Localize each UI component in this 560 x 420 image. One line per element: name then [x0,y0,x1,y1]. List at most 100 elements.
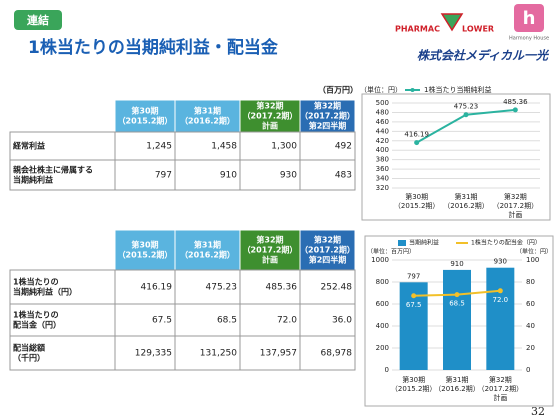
point [414,140,420,146]
logo-icon-letter: h [523,8,536,29]
y-tick-label: 0 [385,366,389,374]
header-cell [299,229,356,271]
cell-value: 930 [280,171,297,181]
header-text: （2016.2期） [180,116,235,126]
legend-label: 1株当たりの配当金（円） [471,239,541,247]
row-label: 1株当たりの [13,310,59,320]
data-label: 67.5 [406,301,422,309]
header-cell [299,99,356,133]
logo-icon [514,4,544,32]
value-cell [299,269,356,305]
x-tick-label: 第32期 [489,375,512,384]
logo-text: Harmony House [509,36,549,42]
y-tick-label: 360 [376,165,389,173]
data-label: 930 [494,258,507,266]
value-cell [174,269,241,305]
row-label: 配当金（円） [13,320,61,330]
x-tick-label: 第32期 [504,192,527,201]
y2-tick-label: 60 [526,300,535,308]
point [463,112,469,118]
y2-tick-label: 100 [526,256,539,264]
value-cell [299,131,356,161]
y2-tick-label: 20 [526,344,535,352]
y2-tick-label: 0 [526,366,530,374]
cell-value: 475.23 [206,283,238,293]
header-text: （2017.2期） [300,245,355,255]
y-tick-label: 800 [376,278,389,286]
unit-label: （単位：百万円） [367,248,415,256]
data-label: 485.36 [503,98,528,106]
logo-text: PHARMAC [395,25,440,34]
point [454,292,460,298]
y2-tick-label: 40 [526,322,535,330]
x-tick-label: 計画 [493,393,507,402]
x-tick-label: 第30期 [405,192,428,201]
value-cell [299,159,356,191]
value-cell [299,303,356,337]
unit-label: （単位：円） [516,248,552,256]
cell-value: 131,250 [200,349,237,359]
header-cell [239,229,301,271]
row-label: 配当総額 [13,343,45,353]
tag-box [14,10,62,30]
cell-value: 129,335 [135,349,172,359]
value-cell [174,335,241,371]
label-cell [9,269,116,305]
y-tick-label: 480 [376,108,389,116]
header-text: 第30期 [131,240,158,250]
point [411,293,417,299]
point [512,107,518,113]
header-text: 第2四半期 [309,255,347,265]
cell-value: 252.48 [321,283,353,293]
label-cell [9,303,116,337]
x-tick-label: （2016.2期） [443,202,489,210]
legend-label: 1株当たり当期純利益 [424,85,491,94]
header-text: （2015.2期） [118,116,173,126]
cell-value: 72.0 [277,316,297,326]
header-text: （2017.2期） [300,111,355,121]
cell-value: 483 [335,171,352,181]
bar [486,267,515,370]
legend-swatch [410,88,415,92]
value-cell [114,159,176,191]
header-cell [174,99,241,133]
header-text: （2017.2期） [243,245,298,255]
label-cell [9,335,116,371]
row-label: 当期純利益 [13,175,53,185]
y-tick-label: 440 [376,127,389,135]
header-text: 第32期 [256,101,283,111]
y-tick-label: 460 [376,118,389,126]
cell-value: 68,978 [321,349,353,359]
data-label: 68.5 [449,300,465,308]
y-tick-label: 600 [376,300,389,308]
value-cell [239,159,301,191]
data-label: 910 [450,260,463,268]
value-cell [239,131,301,161]
x-tick-label: （2015.2期） [394,202,440,210]
cell-value: 416.19 [141,283,173,293]
bar [443,269,471,370]
y-tick-label: 1000 [371,256,389,264]
header-text: 第31期 [194,240,221,250]
value-cell [174,159,241,191]
header-text: 第30期 [131,106,158,116]
y-tick-label: 420 [376,137,389,145]
value-cell [299,335,356,371]
header-text: （2017.2期） [243,111,298,121]
y-tick-label: 320 [376,184,389,192]
legend-swatch [398,240,406,246]
legend-label: 当期純利益 [409,239,439,247]
y-tick-label: 200 [376,344,389,352]
y-tick-label: 500 [376,99,389,107]
logo-icon [440,13,464,32]
x-tick-label: 第30期 [402,375,425,384]
data-label: 475.23 [454,103,479,111]
unit-label: （百万円） [318,85,358,95]
x-tick-label: （2015.2期） [391,385,437,393]
header-text: 計画 [262,255,278,265]
label-cell [9,131,116,161]
y-tick-label: 400 [376,146,389,154]
cell-value: 1,458 [211,142,237,152]
data-label: 72.0 [493,296,509,304]
